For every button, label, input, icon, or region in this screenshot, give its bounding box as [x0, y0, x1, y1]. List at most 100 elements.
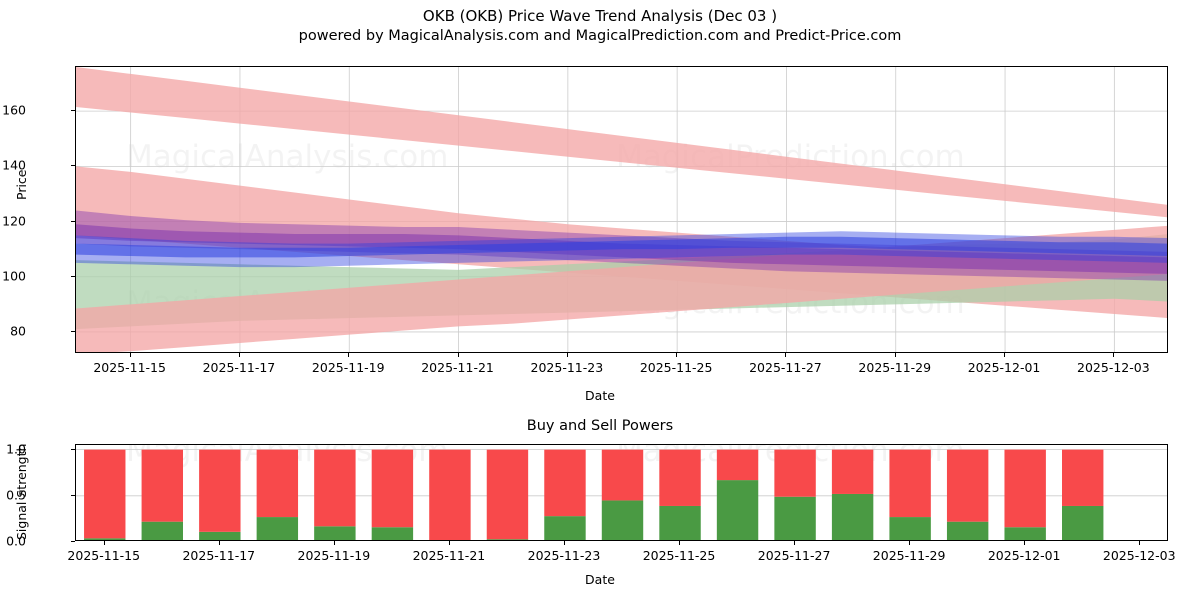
sell-power-bar: [256, 449, 299, 518]
bar-group: [371, 449, 414, 540]
main-y-tick-label: 160: [2, 102, 26, 118]
sub-x-tick-mark: [1024, 541, 1026, 545]
buy-power-bar: [946, 521, 989, 540]
main-x-tick-label: 2025-12-03: [1077, 360, 1150, 375]
chart-title-block: OKB (OKB) Price Wave Trend Analysis (Dec…: [0, 6, 1200, 46]
main-chart-svg: [76, 67, 1167, 352]
bar-group: [601, 449, 644, 540]
buy-power-bar: [314, 526, 356, 540]
bar-group: [1062, 449, 1104, 540]
main-x-tick-label: 2025-11-17: [202, 360, 276, 375]
main-y-tick-label: 140: [2, 157, 26, 173]
main-x-tick-mark: [129, 353, 131, 357]
sub-x-tick-mark: [909, 541, 911, 545]
sub-x-tick-mark: [333, 541, 335, 545]
page-title: OKB (OKB) Price Wave Trend Analysis (Dec…: [422, 7, 778, 25]
main-y-tick-mark: [71, 275, 75, 277]
bar-group: [889, 449, 931, 540]
sell-power-bar: [889, 449, 931, 518]
main-y-tick-mark: [71, 110, 75, 112]
sub-y-tick-mark: [71, 541, 75, 542]
buy-power-bar: [601, 500, 644, 540]
sub-y-tick-label: 0.0: [6, 533, 26, 549]
buy-power-bar: [544, 516, 586, 540]
sub-x-tick-label: 2025-11-19: [297, 548, 371, 563]
main-x-tick-mark: [1113, 353, 1115, 357]
main-x-tick-mark: [785, 353, 787, 357]
main-x-tick-mark: [894, 353, 896, 357]
bar-group: [1004, 449, 1046, 540]
bar-group: [946, 449, 989, 540]
main-x-tick-mark: [676, 353, 678, 357]
sub-y-tick-mark: [71, 494, 75, 496]
buy-sell-power-chart: MagicalAnalysis.com MagicalPrediction.co…: [75, 444, 1168, 541]
bar-group: [716, 449, 759, 540]
sell-power-bar: [601, 449, 644, 501]
main-x-tick-mark: [566, 353, 568, 357]
sub-x-tick-label: 2025-12-03: [1102, 548, 1176, 563]
sell-power-bar: [1004, 449, 1046, 528]
sub-x-tick-mark: [679, 541, 681, 545]
main-y-tick-label: 80: [10, 323, 26, 339]
buy-power-bar: [889, 517, 931, 540]
sub-x-axis-title: Date: [585, 572, 615, 587]
buy-power-bar: [199, 531, 241, 540]
sell-power-bar: [544, 449, 586, 517]
main-x-tick-label: 2025-11-23: [530, 360, 604, 375]
sub-x-tick-mark: [794, 541, 796, 545]
main-y-tick-label: 100: [2, 268, 26, 284]
buy-power-bar: [831, 493, 874, 540]
sub-chart-title: Buy and Sell Powers: [526, 418, 674, 434]
main-y-axis-title: Price: [14, 169, 29, 201]
buy-power-bar: [486, 539, 529, 540]
bar-group: [774, 449, 816, 540]
bar-group: [199, 449, 241, 540]
main-x-tick-label: 2025-11-19: [311, 360, 385, 375]
sub-x-tick-label: 2025-11-21: [412, 548, 486, 563]
sell-power-bar: [774, 449, 816, 497]
sell-power-bar: [659, 449, 701, 506]
main-x-tick-label: 2025-11-15: [93, 360, 166, 375]
bar-group: [544, 449, 586, 540]
sub-x-tick-mark: [1139, 541, 1141, 545]
main-x-tick-label: 2025-11-21: [421, 360, 494, 375]
sell-power-bar: [486, 449, 529, 540]
sell-power-bar: [946, 449, 989, 522]
sub-x-tick-label: 2025-11-17: [182, 548, 256, 563]
sell-power-bar: [1062, 449, 1104, 506]
main-x-tick-mark: [238, 353, 240, 357]
buy-power-bar: [256, 517, 299, 540]
main-y-tick-label: 120: [2, 213, 26, 229]
main-y-tick-mark: [71, 330, 75, 332]
main-x-tick-mark: [1004, 353, 1006, 357]
sell-power-bar: [429, 449, 471, 540]
sub-x-tick-mark: [448, 541, 450, 545]
sub-y-tick-label: 1.0: [6, 441, 26, 457]
main-x-tick-mark: [348, 353, 350, 357]
sub-x-tick-mark: [218, 541, 220, 545]
bar-group: [141, 449, 183, 540]
sub-chart-svg: [76, 449, 1167, 540]
buy-power-bar: [774, 496, 816, 540]
band-blue-wave-core: [76, 236, 1167, 258]
sell-power-bar: [199, 449, 241, 532]
bar-group: [314, 449, 356, 540]
bar-group: [659, 449, 701, 540]
main-price-chart: MagicalAnalysis.com MagicalPrediction.co…: [75, 66, 1168, 353]
bar-group: [486, 449, 529, 540]
buy-power-bar: [141, 521, 183, 540]
sell-power-bar: [141, 449, 183, 522]
sub-x-tick-label: 2025-11-27: [757, 548, 831, 563]
sell-power-bar: [716, 449, 759, 481]
main-x-tick-label: 2025-11-25: [639, 360, 713, 375]
bar-group: [84, 449, 126, 540]
main-x-axis-title: Date: [585, 388, 615, 403]
sub-x-tick-mark: [563, 541, 565, 545]
sell-power-bar: [84, 449, 126, 539]
buy-power-bar: [371, 527, 414, 540]
main-x-tick-mark: [457, 353, 459, 357]
bar-group: [429, 449, 471, 540]
sell-power-bar: [371, 449, 414, 528]
sub-x-tick-mark: [103, 541, 105, 545]
main-x-tick-label: 2025-12-01: [967, 360, 1041, 375]
